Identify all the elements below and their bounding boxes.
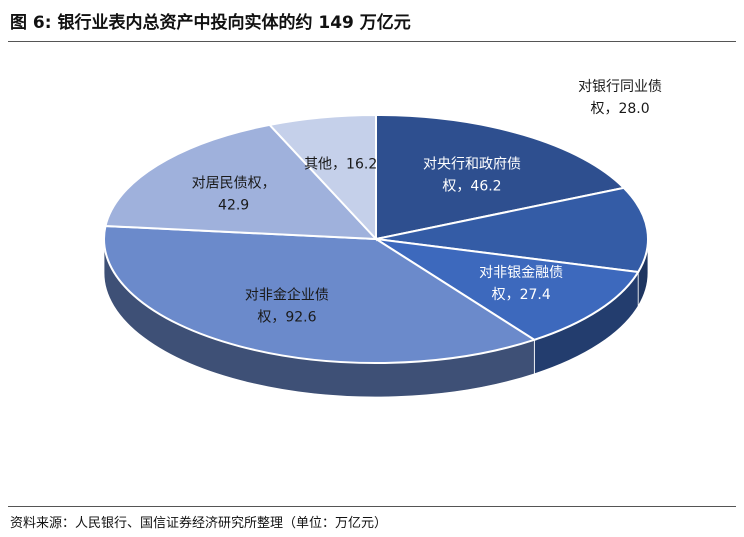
title-divider bbox=[8, 41, 736, 42]
pie-chart: 对央行和政府债权，46.2 对银行同业债权，28.0 对非银金融债权，27.4 对非金… bbox=[103, 79, 662, 398]
slice-其他 bbox=[267, 113, 377, 242]
slice-label-对非金企业债权: 对非金企业债权，92.6 bbox=[245, 286, 329, 325]
slice-对非银金融债权 bbox=[375, 238, 640, 341]
pie-slices bbox=[103, 113, 649, 364]
source-divider bbox=[8, 506, 736, 507]
slice-对非金企业债权 bbox=[103, 224, 537, 364]
slice-label-对央行和政府债权: 对央行和政府债权，46.2 bbox=[423, 156, 521, 194]
slice-label-对银行同业债权: 对银行同业债权，28.0 bbox=[578, 79, 662, 117]
source-note: 资料来源：人民银行、国信证券经济研究所整理（单位：万亿元） bbox=[10, 516, 388, 531]
slice-label-其他: 其他，16.2 bbox=[304, 157, 377, 173]
slice-label-对居民债权: 对居民债权， 42.9 bbox=[192, 175, 276, 213]
slice-对银行同业债权 bbox=[375, 186, 649, 274]
slice-label-对非银金融债权: 对非银金融债权，27.4 bbox=[479, 265, 563, 303]
figure-title: 图 6: 银行业表内总资产中投向实体的约 149 万亿元 bbox=[10, 13, 411, 33]
slice-labels: 对央行和政府债权，46.2 对银行同业债权，28.0 对非银金融债权，27.4 对非金… bbox=[192, 79, 662, 325]
slice-对央行和政府债权 bbox=[375, 113, 626, 241]
slice-对居民债权 bbox=[104, 123, 379, 241]
